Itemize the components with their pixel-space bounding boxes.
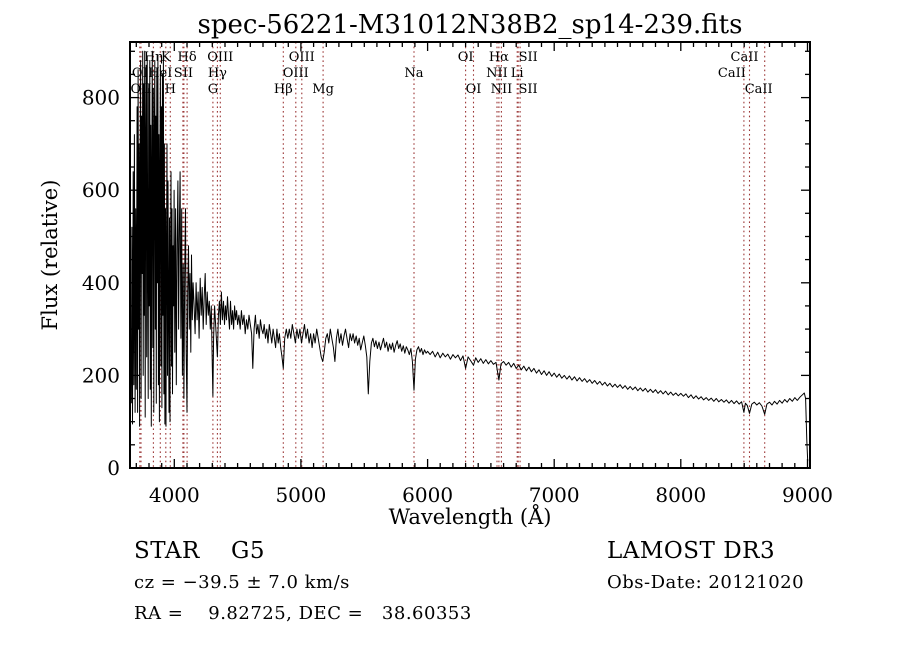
obs-date: Obs-Date: 20121020 <box>607 572 805 593</box>
line-label-Hδ: Hδ <box>178 50 197 65</box>
line-label-OIII: OIII <box>283 66 309 81</box>
plot-title: spec-56221-M31012N38B2_sp14-239.fits <box>198 10 743 40</box>
spectral-line-markers <box>139 42 766 468</box>
line-label-NII: NII <box>486 66 508 81</box>
y-axis-label: Flux (relative) <box>38 180 62 331</box>
x-tick-label: 5000 <box>275 483 326 507</box>
plot-frame <box>129 41 811 469</box>
line-label-OI: OI <box>466 82 482 97</box>
line-label-H: H <box>165 82 176 97</box>
ra-dec-coordinates: RA = 9.82725, DEC = 38.60353 <box>134 603 472 624</box>
y-tick-label: 800 <box>82 86 120 110</box>
line-label-CaII: CaII <box>718 66 746 81</box>
line-label-G: G <box>208 82 218 97</box>
line-label-Hβ: Hβ <box>274 82 293 97</box>
object-classification: STAR G5 <box>134 538 266 564</box>
x-axis-label: Wavelength (Å) <box>389 504 552 529</box>
y-tick-label: 600 <box>82 178 120 202</box>
line-label-Na: Na <box>404 66 423 81</box>
x-tick-label: 9000 <box>782 483 833 507</box>
line-label-CaII: CaII <box>731 50 759 65</box>
y-tick-label: 200 <box>82 363 120 387</box>
x-tick-label: 6000 <box>402 483 453 507</box>
line-label-CaII: CaII <box>745 82 773 97</box>
x-tick-label: 8000 <box>655 483 706 507</box>
axis-tick-labels: 4000 5000 6000 7000 8000 9000 0 200 400 600 800 <box>82 86 833 507</box>
line-label-SII: SII <box>519 50 538 65</box>
x-tick-label: 4000 <box>149 483 200 507</box>
line-label-K: K <box>161 50 171 65</box>
spectrum-trace <box>130 50 809 462</box>
y-tick-label: 0 <box>107 456 120 480</box>
spectrum-path <box>130 50 809 462</box>
spectral-line-labels: OIOIIHηHeIKHSIIHδGHγOIIIHβOIIIOIIIMgNaOI… <box>131 50 773 97</box>
line-label-OIII: OIII <box>207 50 233 65</box>
line-label-OI: OI <box>132 66 148 81</box>
line-label-OI: OI <box>458 50 474 65</box>
line-label-Hα: Hα <box>489 50 509 65</box>
line-label-Mg: Mg <box>312 82 334 97</box>
survey-release: LAMOST DR3 <box>607 538 776 564</box>
x-tick-label: 7000 <box>529 483 580 507</box>
line-label-SII: SII <box>174 66 193 81</box>
axes-frame-and-ticks <box>129 41 811 469</box>
line-label-NII: NII <box>491 82 513 97</box>
line-label-OIII: OIII <box>289 50 315 65</box>
y-tick-label: 400 <box>82 271 120 295</box>
line-label-Li: Li <box>511 66 524 81</box>
line-label-SII: SII <box>519 82 538 97</box>
radial-velocity: cz = −39.5 ± 7.0 km/s <box>134 572 350 593</box>
line-label-Hγ: Hγ <box>208 66 227 81</box>
